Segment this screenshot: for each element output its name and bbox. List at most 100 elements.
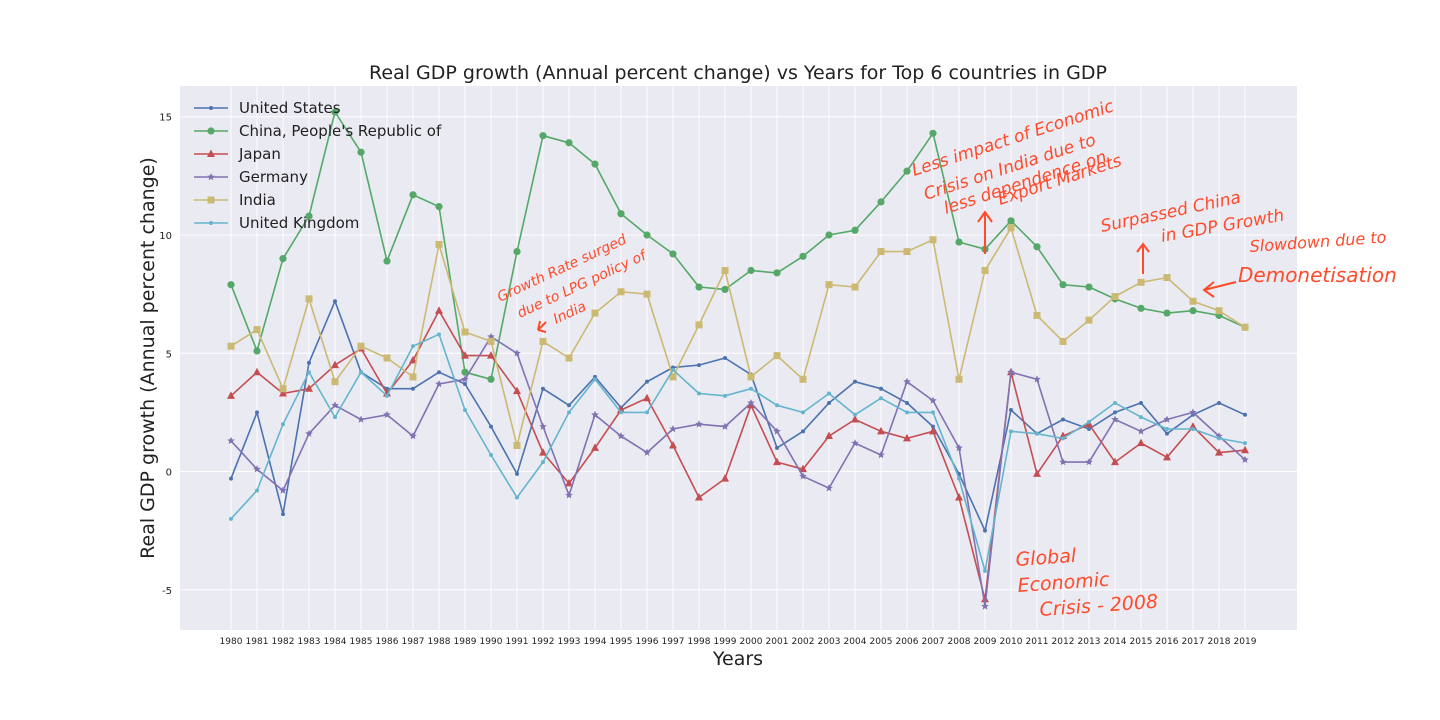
x-tick-label: 2014 <box>1104 637 1127 647</box>
x-tick-label: 1990 <box>480 637 503 647</box>
data-point <box>749 386 753 391</box>
y-tick-label: 0 <box>166 468 172 479</box>
data-point <box>513 247 521 256</box>
data-point <box>721 285 729 294</box>
x-tick-label: 2006 <box>896 637 919 647</box>
data-point <box>1241 455 1249 463</box>
data-point <box>1165 426 1169 431</box>
legend-item: India <box>194 191 276 209</box>
data-point <box>253 326 261 334</box>
data-point <box>513 386 521 395</box>
data-point <box>723 393 727 398</box>
legend-label: United States <box>239 99 341 117</box>
data-point <box>565 491 573 499</box>
data-point <box>539 132 547 140</box>
data-point <box>1139 400 1143 405</box>
data-point <box>643 231 651 239</box>
data-point <box>333 299 337 304</box>
data-point <box>409 373 417 381</box>
data-point <box>1111 457 1119 466</box>
data-point <box>1241 445 1249 454</box>
data-point <box>955 238 963 246</box>
data-point <box>591 309 599 317</box>
data-point <box>955 493 963 501</box>
data-point <box>669 441 677 449</box>
legend-label: India <box>239 191 276 209</box>
data-point <box>799 472 807 480</box>
data-point <box>305 212 313 220</box>
x-tick-label: 2003 <box>818 637 841 647</box>
data-point <box>1059 337 1067 345</box>
annotation-slowdown-line-2: Demonetisation <box>1238 263 1397 287</box>
annotation-surpassed-arrow <box>1136 242 1150 274</box>
data-point <box>437 332 441 337</box>
data-point <box>929 236 937 244</box>
legend-item: United States <box>194 99 341 117</box>
data-point <box>487 351 495 359</box>
data-point <box>645 379 649 384</box>
data-point <box>1087 419 1091 424</box>
data-point <box>567 403 571 408</box>
data-point <box>955 375 963 383</box>
data-point <box>773 352 781 360</box>
data-point <box>1137 438 1145 447</box>
x-tick-label: 2012 <box>1052 637 1075 647</box>
data-point <box>437 370 441 375</box>
data-point <box>331 401 339 409</box>
series-group <box>227 108 1249 610</box>
data-point <box>487 375 495 383</box>
data-point <box>331 378 339 386</box>
x-tick-label: 1999 <box>714 637 737 647</box>
data-point <box>671 367 675 372</box>
data-point <box>307 360 311 365</box>
data-point <box>383 354 391 362</box>
data-point <box>463 408 467 413</box>
legend-label: China, People's Republic of <box>239 122 442 140</box>
data-point <box>1137 304 1145 312</box>
data-point <box>411 386 415 391</box>
x-tick-label: 2009 <box>974 637 997 647</box>
data-point <box>851 439 859 447</box>
legend-item: Japan <box>194 145 281 163</box>
data-point <box>957 476 961 481</box>
x-tick-label: 1982 <box>272 637 295 647</box>
series-line <box>230 300 1246 532</box>
legend-label: Japan <box>238 145 281 163</box>
data-point <box>591 443 599 451</box>
data-point <box>305 384 313 392</box>
data-point <box>1243 441 1247 446</box>
data-point <box>1189 422 1197 430</box>
data-point <box>981 594 989 603</box>
data-point <box>1189 307 1197 315</box>
data-point <box>669 373 677 381</box>
x-tick-labels: 1980 1981 1982 1983 1984 1985 1986 1987 1988 1989… <box>220 637 1257 647</box>
data-point <box>1215 307 1223 315</box>
data-point <box>799 375 807 383</box>
data-point <box>851 283 859 291</box>
data-point <box>281 512 285 517</box>
data-point <box>697 363 701 368</box>
data-point <box>279 388 287 397</box>
x-tick-label: 1997 <box>662 637 685 647</box>
data-point <box>307 370 311 375</box>
data-point <box>617 210 625 218</box>
data-point <box>461 368 469 376</box>
y-tick-label: 5 <box>166 349 172 360</box>
data-point <box>1033 375 1041 383</box>
data-point <box>435 240 443 248</box>
legend-swatch-marker <box>209 221 213 225</box>
data-point <box>877 198 885 206</box>
data-point <box>905 410 909 415</box>
y-tick-label: 10 <box>159 231 172 242</box>
data-point <box>617 288 625 296</box>
data-point <box>775 445 779 450</box>
x-tick-label: 1996 <box>636 637 659 647</box>
data-point <box>877 426 885 435</box>
x-tick-label: 2010 <box>1000 637 1023 647</box>
data-point <box>1165 431 1169 436</box>
data-point <box>1061 436 1065 441</box>
legend-swatch-marker <box>209 106 213 110</box>
data-point <box>591 410 599 418</box>
data-point <box>489 452 493 457</box>
legend: United States China, People's Republic of… <box>194 99 442 232</box>
